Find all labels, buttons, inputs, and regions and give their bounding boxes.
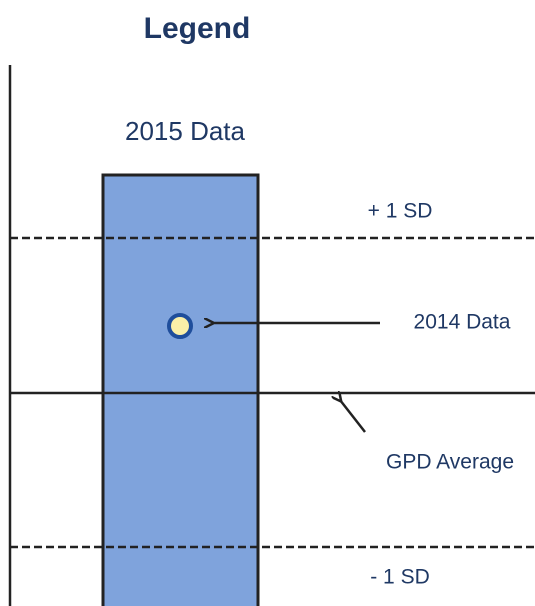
bar — [101, 173, 260, 606]
bar-label: 2015 Data — [125, 116, 246, 146]
minus-sd-label: - 1 SD — [370, 566, 430, 589]
plus-sd-label: + 1 SD — [368, 200, 433, 223]
point-marker — [167, 313, 193, 339]
average-label: GPD Average — [386, 451, 514, 474]
average-arrow — [340, 400, 366, 433]
title: Legend — [144, 12, 251, 45]
point-label: 2014 Data — [414, 311, 511, 334]
